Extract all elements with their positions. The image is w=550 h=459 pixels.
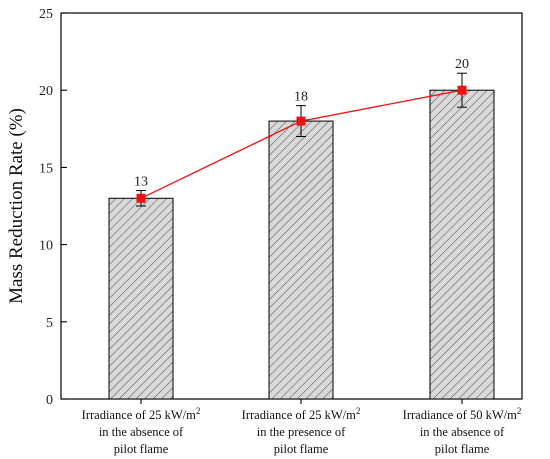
data-point xyxy=(296,116,306,126)
category-label-text: in the absence of xyxy=(420,425,505,439)
category-label-text: Irradiance of 25 kW/m xyxy=(82,408,196,422)
data-label: 18 xyxy=(294,90,308,105)
category-label-text: pilot flame xyxy=(274,442,329,456)
bar-3 xyxy=(429,89,495,400)
category-label-text: in the presence of xyxy=(257,425,346,439)
bar-2 xyxy=(268,120,334,400)
bar-1 xyxy=(108,197,174,400)
y-tick-label: 25 xyxy=(39,7,53,22)
y-tick-label: 0 xyxy=(46,393,53,408)
category-label-text: Irradiance of 25 kW/m xyxy=(242,408,356,422)
x-category-label: in the absence of xyxy=(420,425,505,439)
plot-area: 0 5 10 15 20 25 Mass Reduction Rate (%) 13 18 20 I… xyxy=(6,7,523,456)
x-category-label: pilot flame xyxy=(274,442,329,456)
category-label-superscript: 2 xyxy=(356,406,361,416)
data-point xyxy=(136,193,146,203)
y-tick-label: 5 xyxy=(46,316,53,331)
category-label-superscript: 2 xyxy=(196,406,201,416)
data-label: 20 xyxy=(455,57,469,72)
x-category-label: pilot flame xyxy=(435,442,490,456)
x-category-label: in the absence of xyxy=(99,425,184,439)
category-label-text: pilot flame xyxy=(435,442,490,456)
data-point xyxy=(457,85,467,95)
x-category-label: Irradiance of 25 kW/m2 xyxy=(82,406,201,422)
x-category-label: Irradiance of 25 kW/m2 xyxy=(242,406,361,422)
category-label-text: Irradiance of 50 kW/m xyxy=(403,408,517,422)
category-label-text: pilot flame xyxy=(114,442,169,456)
x-category-label: in the presence of xyxy=(257,425,346,439)
data-label: 13 xyxy=(134,175,148,190)
y-tick-label: 10 xyxy=(39,239,53,254)
x-category-label: pilot flame xyxy=(114,442,169,456)
category-label-superscript: 2 xyxy=(517,406,522,416)
y-tick-label: 15 xyxy=(39,161,53,176)
category-label-text: in the absence of xyxy=(99,425,184,439)
y-axis-label: Mass Reduction Rate (%) xyxy=(6,108,27,304)
x-category-label: Irradiance of 50 kW/m2 xyxy=(403,406,522,422)
y-tick-label: 20 xyxy=(39,84,53,99)
